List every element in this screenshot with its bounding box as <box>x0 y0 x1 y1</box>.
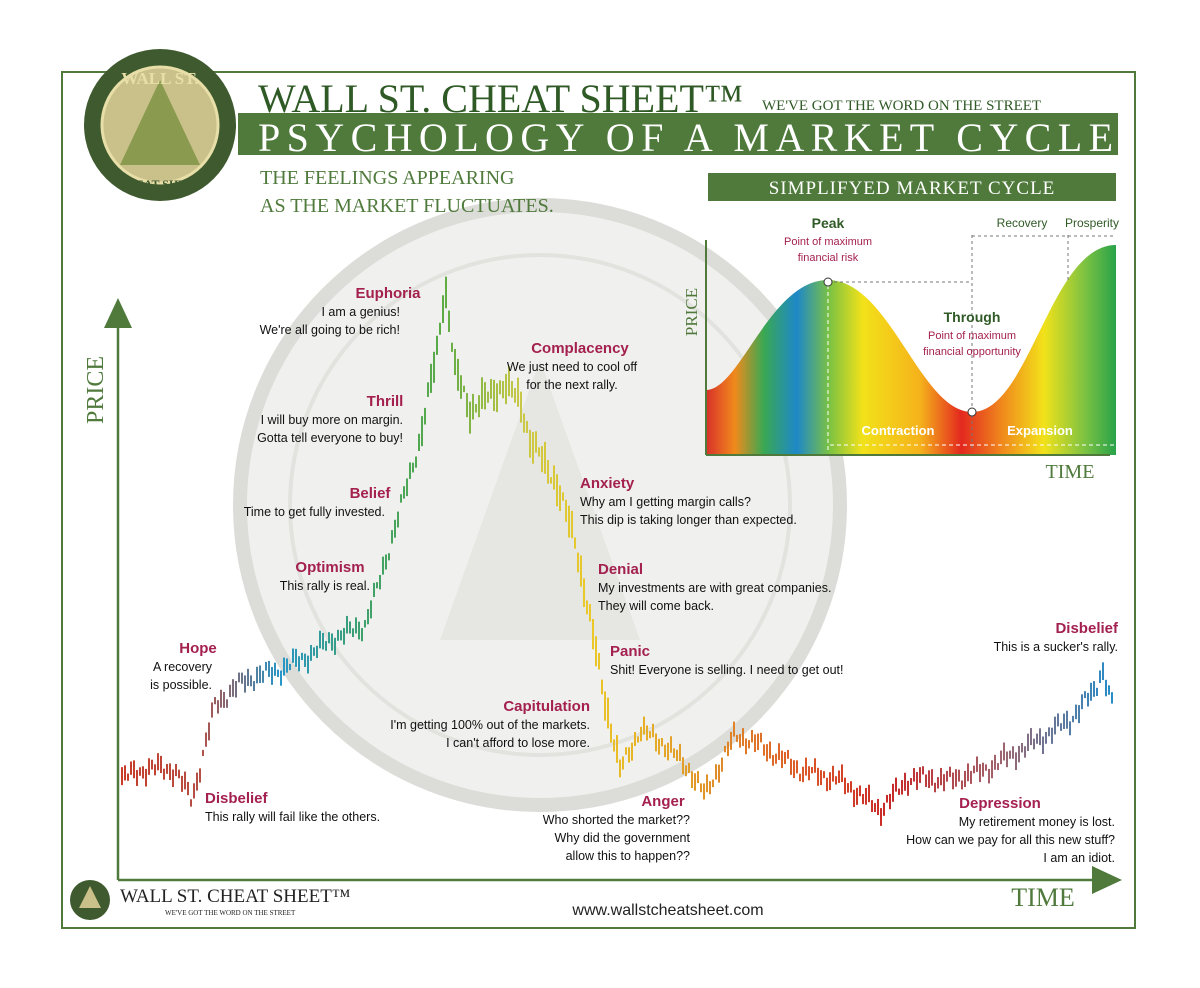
inset-x-label: TIME <box>1046 461 1095 483</box>
stage-text: for the next rally. <box>526 378 617 392</box>
title: PSYCHOLOGY OF A MARKET CYCLE <box>258 115 1113 160</box>
footer-logo-pyramid <box>79 886 101 908</box>
title-band <box>238 113 1118 155</box>
stage-text: A recovery <box>153 660 213 674</box>
peak-dot <box>823 277 833 287</box>
stage-title: Disbelief <box>1055 620 1119 637</box>
logo-top: WALL ST. <box>121 69 198 88</box>
stage-text: Why did the government <box>555 831 691 845</box>
stage-text: is possible. <box>150 678 212 692</box>
stage-text: Time to get fully invested. <box>244 505 385 519</box>
expansion: Expansion <box>1007 423 1073 438</box>
x-label: TIME <box>1011 883 1075 912</box>
stage-text: allow this to happen?? <box>566 849 690 863</box>
footer-brand: WALL ST. CHEAT SHEET™ <box>120 886 350 907</box>
stage-title: Panic <box>610 643 650 660</box>
stage-title: Disbelief <box>205 790 269 807</box>
watermark-pyramid <box>440 360 640 640</box>
stage-title: Hope <box>179 640 217 657</box>
stage-title: Euphoria <box>355 285 421 302</box>
trough-title: Through <box>944 309 1001 325</box>
stage-text: This dip is taking longer than expected. <box>580 513 797 527</box>
stage-text: I will buy more on margin. <box>261 413 403 427</box>
stage-title: Complacency <box>531 340 629 357</box>
stage-text: I'm getting 100% out of the markets. <box>390 718 590 732</box>
logo-bottom: CHEAT SHEET <box>118 177 203 191</box>
y-label: PRICE <box>83 356 109 424</box>
footer-url: www.wallstcheatsheet.com <box>571 902 763 919</box>
stage-text: They will come back. <box>598 599 714 613</box>
inset-title: SIMPLIFYED MARKET CYCLE <box>769 178 1056 199</box>
stage-text: How can we pay for all this new stuff? <box>906 833 1115 847</box>
price-line <box>121 276 1113 826</box>
contraction: Contraction <box>862 423 935 438</box>
peak-line-text: financial risk <box>798 252 859 264</box>
logo-pyramid <box>120 80 200 165</box>
trough-line-text: financial opportunity <box>923 346 1021 358</box>
peak-line-text: Point of maximum <box>784 236 872 248</box>
stage-text: This is a sucker's rally. <box>994 640 1118 654</box>
recovery: Recovery <box>997 216 1048 230</box>
stage-text: Why am I getting margin calls? <box>580 495 751 509</box>
footer-tagline: WE'VE GOT THE WORD ON THE STREET <box>165 909 296 917</box>
subtitle: AS THE MARKET FLUCTUATES. <box>260 195 554 217</box>
stage-text: My investments are with great companies. <box>598 581 831 595</box>
subtitle: THE FEELINGS APPEARING <box>260 167 514 189</box>
stage-text: Shit! Everyone is selling. I need to get… <box>610 663 843 677</box>
stage-title: Anger <box>641 793 685 810</box>
brand: WALL ST. CHEAT SHEET™ <box>258 76 743 121</box>
stage-text: I am an idiot. <box>1043 851 1115 865</box>
stage-title: Thrill <box>367 393 404 410</box>
trough-dot <box>967 407 977 417</box>
tagline: WE'VE GOT THE WORD ON THE STREET <box>762 98 1041 114</box>
stage-text: Gotta tell everyone to buy! <box>257 431 403 445</box>
inset-band <box>708 173 1116 201</box>
stages: Euphoria I am a genius! We're all going to… <box>150 285 1119 865</box>
stage-title: Depression <box>959 795 1041 812</box>
stage-title: Anxiety <box>580 475 635 492</box>
stage-title: Optimism <box>295 559 364 576</box>
stage-title: Denial <box>598 561 643 578</box>
y-arrow <box>104 298 132 328</box>
watermark-ring <box>288 253 792 757</box>
stage-text: This rally will fail like the others. <box>205 810 380 824</box>
stage-text: I can't afford to lose more. <box>446 736 590 750</box>
stage-text: This rally is real. <box>280 579 370 593</box>
stage-title: Belief <box>350 485 392 502</box>
prosperity: Prosperity <box>1065 216 1119 230</box>
stage-text: My retirement money is lost. <box>959 815 1115 829</box>
peak-title: Peak <box>812 215 845 231</box>
inset-y-label: PRICE <box>682 288 701 336</box>
x-arrow <box>1092 866 1122 894</box>
stage-text: We just need to cool off <box>507 360 638 374</box>
stage-text: We're all going to be rich! <box>260 323 400 337</box>
stage-text: Who shorted the market?? <box>543 813 690 827</box>
stage-text: I am a genius! <box>321 305 400 319</box>
inset-curve <box>706 245 1116 455</box>
stage-title: Capitulation <box>503 698 590 715</box>
trough-line-text: Point of maximum <box>928 330 1016 342</box>
